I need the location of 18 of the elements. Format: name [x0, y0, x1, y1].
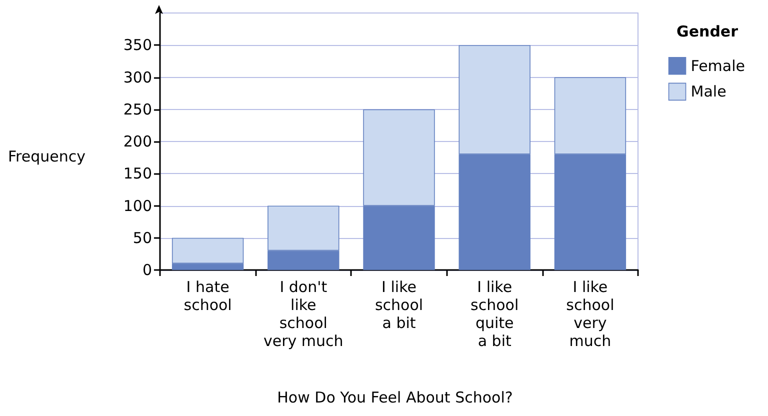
- y-tick-label: 200: [123, 132, 152, 150]
- x-tick-label: I like school a bit: [374, 278, 424, 332]
- y-tick-label: 250: [123, 100, 152, 118]
- y-tick-label: 50: [132, 228, 152, 247]
- legend-title: Gender: [676, 22, 739, 40]
- y-tick-label: 300: [123, 68, 152, 86]
- y-tick-label: 350: [123, 36, 152, 54]
- legend-label: Female: [690, 56, 746, 75]
- x-tick-label: I like school quite a bit: [470, 278, 519, 350]
- y-axis-title: Frequency: [8, 148, 86, 166]
- y-tick-label: 150: [123, 164, 152, 183]
- y-tick-label: 100: [123, 196, 152, 215]
- x-axis-title: How Do You Feel About School?: [277, 388, 513, 406]
- x-tick-label: I like school very much: [566, 278, 614, 350]
- legend-label: Male: [690, 82, 726, 101]
- y-tick-label: 0: [142, 261, 152, 279]
- x-tick-label: I hate school: [184, 278, 232, 314]
- x-tick-label: I don't like school very much: [264, 278, 344, 350]
